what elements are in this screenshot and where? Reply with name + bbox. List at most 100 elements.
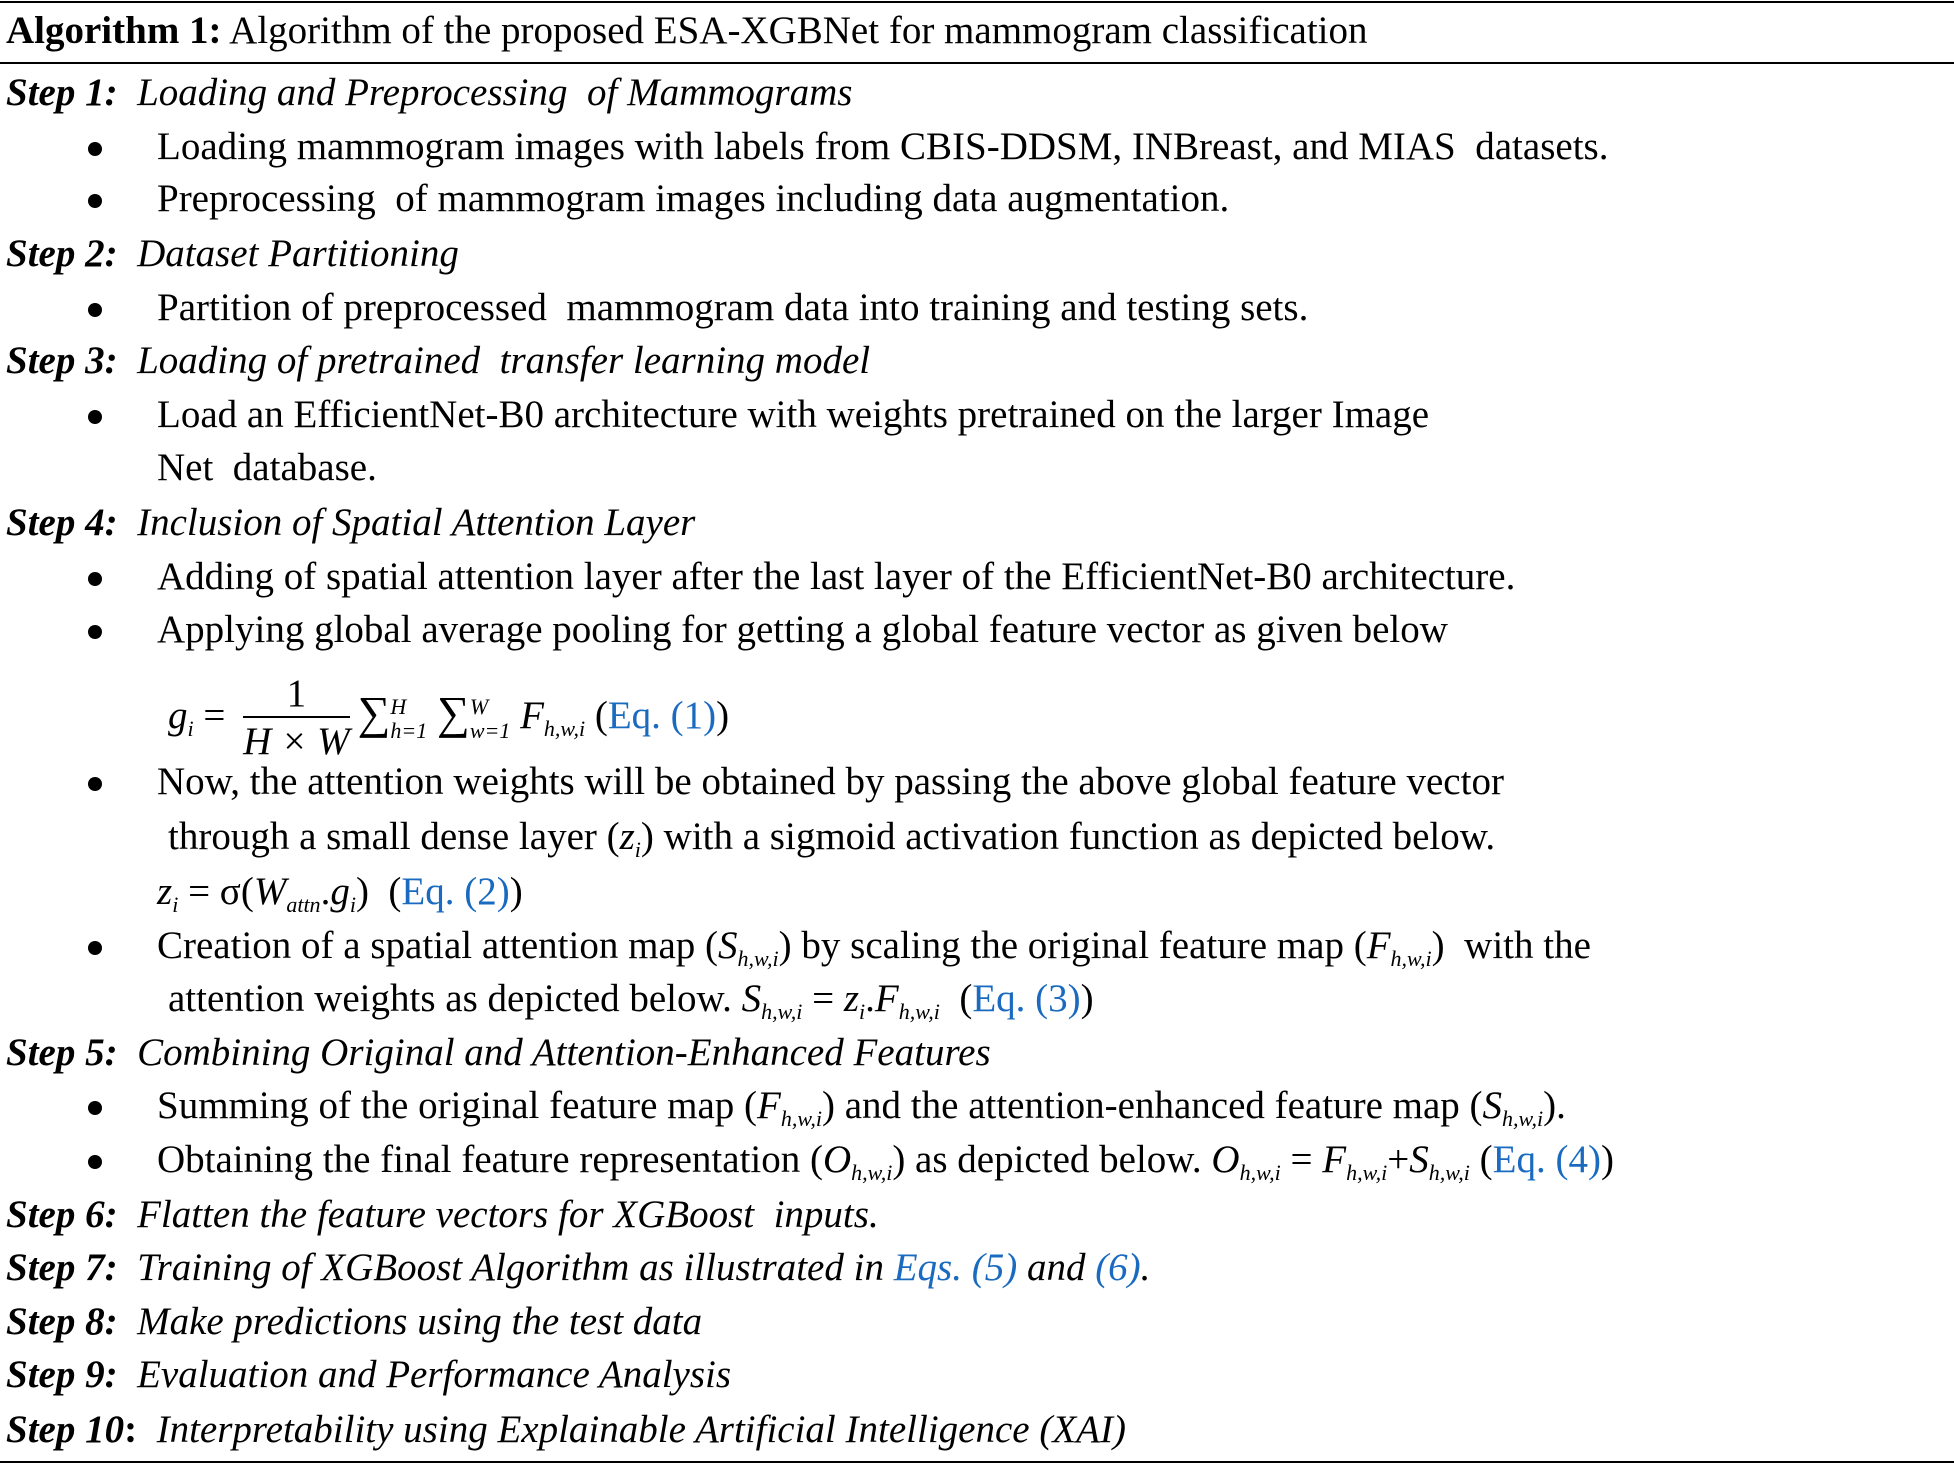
text-segment: ) as depicted below. <box>892 1138 1212 1181</box>
algorithm-label: Algorithm 1: <box>6 9 222 52</box>
text-segment: F <box>1366 924 1391 967</box>
equation-ref-link[interactable]: Eq. (4) <box>1492 1138 1601 1181</box>
step-heading: Step 5: Combining Original and Attention… <box>6 1026 991 1080</box>
bullet-icon <box>88 572 102 586</box>
text-segment: Dataset Partitioning <box>117 232 459 275</box>
bullet-icon <box>88 142 102 156</box>
text-segment: S <box>741 977 762 1020</box>
equation-ref-link[interactable]: Eq. (2) <box>401 870 510 913</box>
bullet-icon <box>88 1155 102 1169</box>
text-segment: Step 7: <box>6 1246 118 1289</box>
step-heading: Step 9: Evaluation and Performance Analy… <box>6 1348 731 1402</box>
text-segment: Evaluation and Performance Analysis <box>117 1353 732 1396</box>
text-segment: Summing of the original feature map ( <box>157 1084 758 1127</box>
bullet-item: Summing of the original feature map (Fh,… <box>157 1079 1566 1133</box>
subscript: i <box>172 892 179 917</box>
eq1-sum-1-upper: H <box>390 694 407 720</box>
text-segment: g <box>330 870 350 913</box>
text-segment: ( <box>1469 1138 1493 1181</box>
text-segment: and <box>1017 1246 1096 1289</box>
text-segment: F <box>757 1084 781 1127</box>
eq1-ref-link[interactable]: Eq. (1) <box>607 694 717 737</box>
step-heading: Step 1: Loading and Preprocessing of Mam… <box>6 66 852 120</box>
subscript: attn <box>286 892 321 917</box>
text-segment: Interpretability using Explainable Artif… <box>137 1408 1126 1451</box>
equation-ref-link[interactable]: (6) <box>1095 1246 1141 1289</box>
bullet-item: Preprocessing of mammogram images includ… <box>157 172 1229 226</box>
subscript: h,w,i <box>851 1160 893 1185</box>
eq1-open: ( <box>585 694 608 737</box>
subscript: h,w,i <box>1428 1160 1470 1185</box>
text-segment: z <box>843 977 859 1020</box>
step-heading: Step 8: Make predictions using the test … <box>6 1295 702 1349</box>
text-segment: Training of XGBoost Algorithm as illustr… <box>117 1246 894 1289</box>
text-segment: Loading and Preprocessing of Mammograms <box>117 71 853 114</box>
text-segment: Step 3: <box>6 339 118 382</box>
text-segment: = σ( <box>178 870 254 913</box>
text-segment: z <box>619 815 635 858</box>
text-segment: F <box>1322 1138 1347 1181</box>
bullet-item: Applying global average pooling for gett… <box>157 603 1448 657</box>
text-segment: + <box>1387 1138 1410 1181</box>
text-segment: attention weights as depicted below. <box>168 977 742 1020</box>
subscript: h,w,i <box>1502 1106 1544 1131</box>
bullet-icon <box>88 194 102 208</box>
text-segment: O <box>1211 1138 1240 1181</box>
text-segment: Step 10 <box>6 1408 125 1451</box>
text-segment: Loading of pretrained transfer learning … <box>117 339 871 382</box>
step-heading: Step 3: Loading of pretrained transfer l… <box>6 334 870 388</box>
text-segment: Make predictions using the test data <box>117 1300 703 1343</box>
text-segment: ) with a sigmoid activation function as … <box>640 815 1496 858</box>
text-segment: Inclusion of Spatial Attention Layer <box>117 501 696 544</box>
text-segment: Net database. <box>157 446 377 489</box>
step-heading: Step 2: Dataset Partitioning <box>6 227 459 281</box>
subscript: h,w,i <box>761 999 803 1024</box>
eq1-lhs-sub: i <box>187 716 194 741</box>
text-segment: S <box>1409 1138 1429 1181</box>
text-segment: ( <box>939 977 973 1020</box>
text-segment: S <box>1482 1084 1503 1127</box>
text-segment: ) <box>509 870 523 913</box>
text-segment: Partition of preprocessed mammogram data… <box>157 286 1309 329</box>
text-segment: z <box>157 870 173 913</box>
top-rule <box>0 1 1954 3</box>
text-segment: S <box>718 924 738 967</box>
step-heading: Step 4: Inclusion of Spatial Attention L… <box>6 496 695 550</box>
eq1-lhs: g <box>168 694 188 737</box>
text-segment: ). <box>1543 1084 1566 1127</box>
step-heading: Step 7: Training of XGBoost Algorithm as… <box>6 1241 1150 1295</box>
bullet-icon <box>88 941 102 955</box>
text-segment: Step 1: <box>6 71 118 114</box>
text-segment: ) by scaling the original feature map ( <box>778 924 1367 967</box>
text-segment: Combining Original and Attention-Enhance… <box>117 1031 991 1074</box>
text-segment: Step 8: <box>6 1300 118 1343</box>
bullet-icon <box>88 777 102 791</box>
subscript: i <box>349 892 356 917</box>
bullet-icon <box>88 303 102 317</box>
equation-ref-link[interactable]: Eq. (3) <box>972 977 1081 1020</box>
eq1-close: ) <box>716 694 730 737</box>
eq1-numerator: 1 <box>243 672 350 719</box>
text-segment: F <box>874 977 899 1020</box>
subscript: i <box>634 837 641 862</box>
bullet-item: Creation of a spatial attention map (Sh,… <box>157 919 1591 973</box>
text-segment: Step 9: <box>6 1353 118 1396</box>
text-segment: W <box>253 870 287 913</box>
text-segment: ) <box>1600 1138 1614 1181</box>
text-segment: Flatten the feature vectors for XGBoost … <box>117 1193 879 1236</box>
subscript: h,w,i <box>780 1106 822 1131</box>
eq1-sum-2-lower: w=1 <box>469 718 511 744</box>
text-segment: : <box>124 1408 138 1451</box>
text-segment: Applying global average pooling for gett… <box>157 608 1448 651</box>
text-segment: = <box>802 977 844 1020</box>
equation-ref-link[interactable]: Eqs. (5) <box>893 1246 1018 1289</box>
eq1-term: F <box>520 694 544 737</box>
eq1-equals: = <box>193 694 236 737</box>
text-segment: . <box>320 870 331 913</box>
text-segment: Obtaining the final feature representati… <box>157 1138 823 1181</box>
caption-rule <box>0 62 1954 64</box>
subscript: h,w,i <box>898 999 940 1024</box>
subscript: h,w,i <box>1390 946 1432 971</box>
